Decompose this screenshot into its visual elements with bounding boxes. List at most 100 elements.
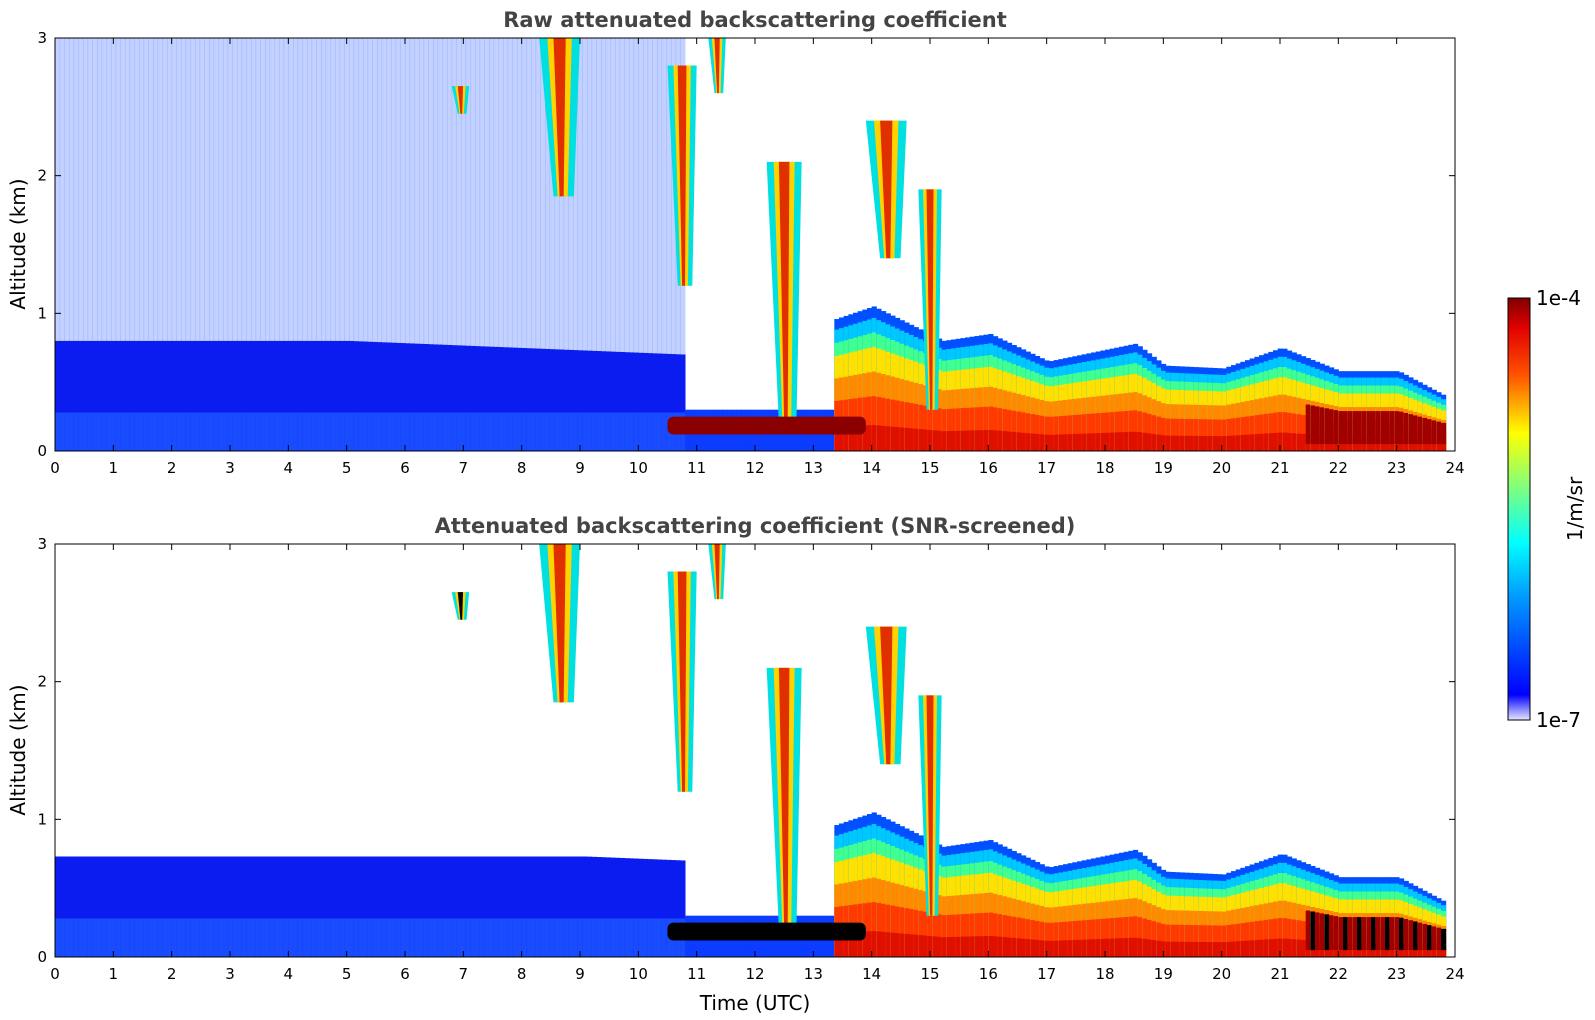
profile-cell <box>293 918 299 957</box>
profile-cell <box>568 856 574 957</box>
profile-cell <box>227 340 233 451</box>
x-tick-label: 16 <box>979 459 998 477</box>
profile-column <box>372 856 378 957</box>
profile-column <box>353 38 359 451</box>
noise-cell <box>78 38 84 341</box>
profile-cell <box>563 412 569 451</box>
profile-column <box>498 38 504 451</box>
profile-cell <box>363 412 369 451</box>
profile-cell <box>1039 940 1045 957</box>
profile-cell <box>293 340 299 451</box>
noise-cell <box>293 38 299 341</box>
profile-cell <box>1035 920 1041 957</box>
profile-column <box>881 311 887 451</box>
profile-cell <box>540 348 546 451</box>
profile-cell <box>493 412 499 451</box>
profile-cell <box>1413 944 1419 957</box>
profile-cell <box>941 409 947 451</box>
noise-cell <box>437 38 443 345</box>
profile-cell <box>1179 924 1185 957</box>
profile-cell <box>171 340 177 451</box>
profile-column <box>1287 856 1293 957</box>
profile-column <box>1114 853 1120 957</box>
profile-column <box>1156 360 1162 451</box>
profile-cell <box>1119 938 1125 957</box>
profile-cell <box>405 412 411 451</box>
profile-column <box>1123 851 1129 957</box>
profile-cell <box>1058 922 1064 957</box>
cloud-core <box>880 626 893 765</box>
profile-column <box>1016 347 1022 451</box>
profile-cell <box>433 412 439 451</box>
profile-cell <box>974 936 980 957</box>
profile-cell <box>153 856 159 957</box>
profile-column <box>1147 859 1153 957</box>
profile-cell <box>461 412 467 451</box>
profile-column <box>78 856 84 957</box>
profile-cell <box>1105 412 1111 451</box>
profile-cell <box>1137 938 1143 957</box>
profile-cell <box>209 412 215 451</box>
profile-cell <box>106 412 112 451</box>
profile-cell <box>185 918 191 957</box>
profile-column <box>1142 349 1148 451</box>
profile-column <box>591 38 597 451</box>
profile-column <box>1212 367 1218 451</box>
profile-cell <box>325 918 331 957</box>
profile-column <box>993 842 999 957</box>
profile-cell <box>475 856 481 957</box>
profile-cell <box>1403 412 1409 445</box>
x-tick-label: 11 <box>687 459 706 477</box>
profile-column <box>213 856 219 957</box>
profile-cell <box>139 856 145 957</box>
profile-cell <box>1277 918 1283 957</box>
profile-cell <box>904 908 910 957</box>
profile-cell <box>1245 922 1251 957</box>
profile-cell <box>1133 937 1139 957</box>
profile-column <box>316 856 322 957</box>
profile-cell <box>885 932 891 957</box>
profile-column <box>941 846 947 957</box>
profile-cell <box>437 918 443 957</box>
profile-column <box>363 38 369 451</box>
profile-cell <box>1287 432 1293 451</box>
profile-cell <box>176 340 182 451</box>
profile-cell <box>619 412 625 451</box>
noise-cell <box>87 38 93 341</box>
profile-cell <box>148 856 154 957</box>
x-tick-label: 15 <box>920 965 939 983</box>
profile-cell <box>899 401 905 451</box>
profile-cell <box>960 936 966 957</box>
profile-cell <box>1039 434 1045 451</box>
profile-cell <box>927 406 933 451</box>
profile-cell <box>339 918 345 957</box>
profile-column <box>1338 877 1344 957</box>
profile-cell <box>1235 417 1241 451</box>
profile-column <box>232 856 238 957</box>
profile-cell <box>1212 419 1218 451</box>
profile-column <box>1263 859 1269 957</box>
profile-column <box>596 38 602 451</box>
noise-cell <box>596 38 602 352</box>
profile-cell <box>363 856 369 957</box>
profile-column <box>465 38 471 451</box>
profile-cell <box>979 936 985 957</box>
profile-cell <box>591 412 597 451</box>
x-tick-label: 7 <box>459 965 469 983</box>
profile-cell <box>311 340 317 451</box>
profile-column <box>1403 880 1409 957</box>
profile-cell <box>1133 410 1139 451</box>
noise-cell <box>381 38 387 343</box>
profile-column <box>1254 862 1260 957</box>
profile-column <box>871 306 877 451</box>
profile-cell <box>143 340 149 451</box>
profile-column <box>946 846 952 957</box>
profile-cell <box>55 340 61 451</box>
profile-cell <box>1399 917 1405 951</box>
profile-cell <box>1109 918 1115 957</box>
profile-column <box>269 38 275 451</box>
noise-cell <box>55 38 61 341</box>
noise-cell <box>251 38 257 341</box>
profile-cell <box>881 903 887 957</box>
profile-cell <box>531 856 537 957</box>
